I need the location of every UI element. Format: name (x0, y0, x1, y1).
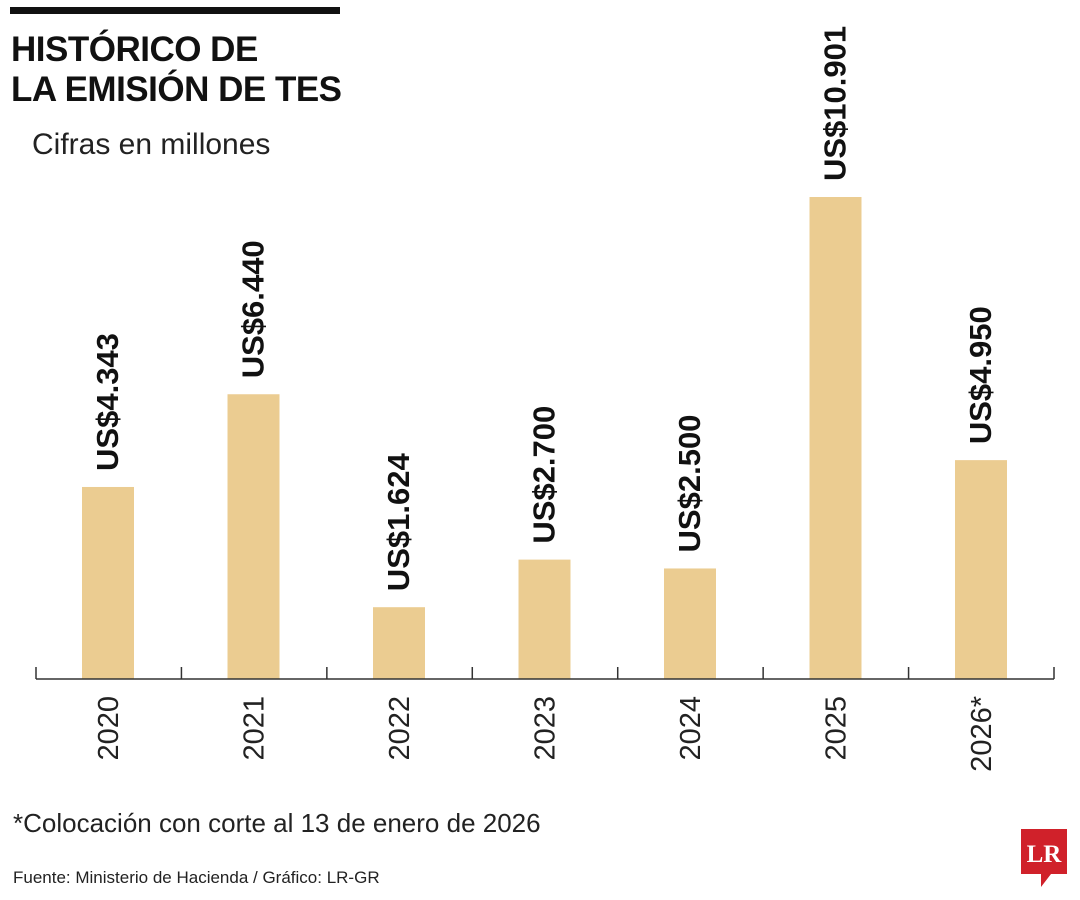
tick-label-2024: 2024 (675, 696, 707, 761)
lr-logo: LR (1021, 829, 1067, 887)
bar-2025 (809, 197, 862, 679)
tick-label-2023: 2023 (530, 696, 562, 761)
tick-label-2026: 2026* (966, 696, 998, 772)
lr-logo-text: LR (1027, 841, 1063, 868)
tick-label-2020: 2020 (93, 696, 125, 761)
chart-subtitle: Cifras en millones (32, 128, 271, 161)
title-rule (10, 7, 340, 14)
value-label-2025: US$10.901 (818, 26, 853, 181)
value-label-2022: US$1.624 (381, 453, 416, 592)
bar-2022 (373, 607, 425, 679)
tick-label-2022: 2022 (384, 696, 416, 761)
bar-2020 (82, 486, 134, 679)
value-label-2020: US$4.343 (90, 333, 125, 471)
bar-2023 (518, 559, 571, 679)
bar-2021 (227, 394, 280, 679)
chart-footnote: *Colocación con corte al 13 de enero de … (13, 808, 541, 838)
chart-source: Fuente: Ministerio de Hacienda / Gráfico… (13, 868, 380, 887)
chart-title-line-1: HISTÓRICO DE (11, 30, 258, 69)
value-label-2026: US$4.950 (963, 306, 998, 444)
tick-label-2025: 2025 (821, 696, 853, 761)
bar-2026 (955, 460, 1007, 679)
value-label-2021: US$6.440 (236, 240, 271, 378)
bar-2024 (664, 568, 716, 679)
chart-title-line-2: LA EMISIÓN DE TES (11, 70, 342, 109)
value-label-2024: US$2.500 (672, 415, 707, 553)
tick-label-2021: 2021 (239, 696, 271, 761)
value-label-2023: US$2.700 (527, 406, 562, 544)
bar-chart: US$4.343 2020 US$6.440 2021 US$1.624 2022 US$2… (35, 26, 1055, 772)
chart-title: HISTÓRICO DE LA EMISIÓN DE TES (11, 30, 342, 110)
